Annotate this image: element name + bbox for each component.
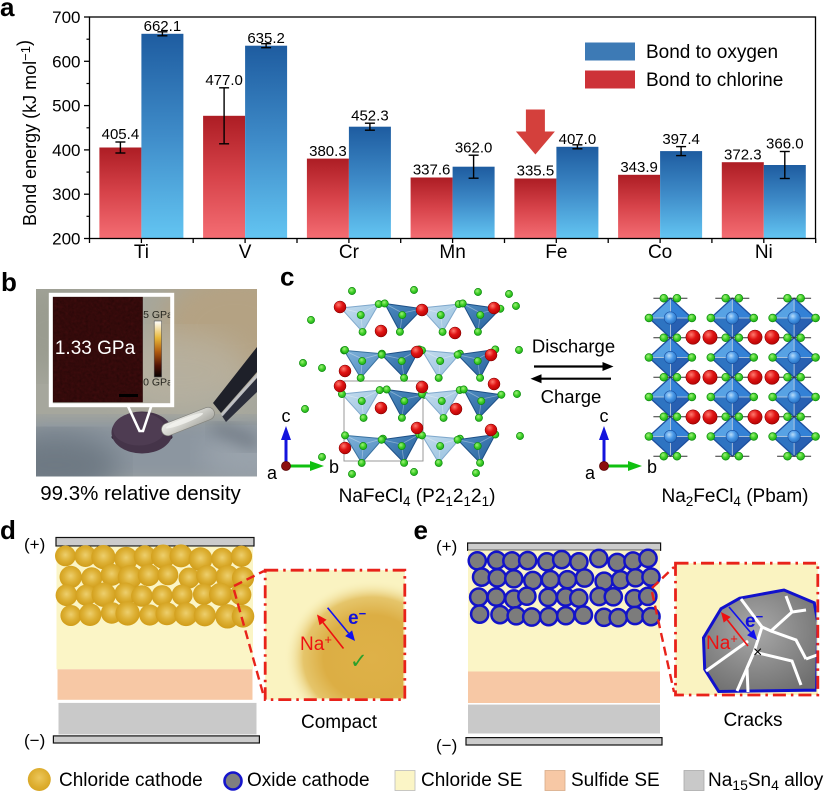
svg-text:662.1: 662.1 (144, 18, 182, 35)
svg-text:452.3: 452.3 (351, 107, 389, 124)
svg-text:5 GPa: 5 GPa (143, 309, 173, 321)
svg-text:Na+: Na+ (300, 632, 332, 655)
svg-text:d: d (0, 515, 16, 545)
svg-text:397.4: 397.4 (662, 131, 700, 148)
svg-text:Cr: Cr (339, 242, 360, 263)
svg-text:Bond energy (kJ mol−1): Bond energy (kJ mol−1) (14, 40, 40, 226)
svg-text:Charge: Charge (541, 386, 602, 407)
svg-text:Cracks: Cracks (723, 710, 782, 731)
svg-text:NaFeCl4 (P212121): NaFeCl4 (P212121) (339, 486, 496, 509)
svg-text:Na+: Na+ (706, 631, 738, 654)
svg-text:335.5: 335.5 (517, 163, 555, 180)
svg-text:99.3% relative density: 99.3% relative density (40, 482, 241, 505)
svg-text:c: c (280, 262, 294, 292)
svg-text:c: c (600, 406, 609, 426)
svg-text:Na15Sn4 alloy: Na15Sn4 alloy (708, 770, 824, 793)
svg-text:Sulfide SE: Sulfide SE (571, 770, 660, 791)
svg-text:337.6: 337.6 (413, 162, 451, 179)
svg-text:Mn: Mn (439, 242, 465, 263)
svg-text:372.3: 372.3 (724, 146, 762, 163)
svg-text:b: b (647, 457, 657, 477)
svg-text:600: 600 (52, 52, 80, 71)
svg-text:400: 400 (52, 141, 80, 160)
svg-text:Chloride SE: Chloride SE (421, 770, 522, 791)
svg-text:b: b (329, 457, 339, 477)
svg-text:Compact: Compact (301, 712, 378, 733)
svg-text:700: 700 (52, 8, 80, 27)
svg-text:(+): (+) (24, 535, 45, 554)
svg-text:362.0: 362.0 (455, 139, 493, 156)
svg-text:×: × (753, 644, 762, 661)
svg-text:a: a (267, 463, 278, 483)
svg-text:Discharge: Discharge (532, 336, 615, 357)
svg-text:Fe: Fe (545, 242, 567, 263)
svg-text:Co: Co (648, 242, 672, 263)
svg-text:V: V (239, 242, 252, 263)
svg-text:300: 300 (52, 185, 80, 204)
svg-text:500: 500 (52, 97, 80, 116)
svg-text:(−): (−) (436, 736, 457, 755)
svg-text:477.0: 477.0 (205, 72, 243, 89)
svg-text:(+): (+) (436, 537, 457, 556)
svg-text:407.0: 407.0 (559, 131, 597, 148)
svg-text:380.3: 380.3 (309, 143, 347, 160)
svg-text:c: c (282, 406, 291, 426)
svg-text:(−): (−) (24, 731, 45, 750)
svg-text:405.4: 405.4 (102, 126, 140, 143)
svg-text:e: e (414, 515, 428, 545)
svg-text:0 GPa: 0 GPa (143, 377, 173, 389)
svg-text:1.33 GPa: 1.33 GPa (55, 338, 136, 359)
svg-text:Oxide cathode: Oxide cathode (247, 770, 370, 791)
svg-text:Ti: Ti (134, 242, 149, 263)
svg-text:✓: ✓ (350, 650, 368, 673)
svg-text:635.2: 635.2 (247, 30, 285, 47)
svg-text:Chloride cathode: Chloride cathode (59, 770, 203, 791)
svg-text:Ni: Ni (755, 242, 773, 263)
svg-text:Bond to chlorine: Bond to chlorine (646, 70, 783, 91)
svg-text:a: a (585, 463, 596, 483)
svg-text:b: b (1, 267, 17, 297)
svg-text:a: a (0, 0, 15, 22)
svg-text:Na2FeCl4 (Pbam): Na2FeCl4 (Pbam) (661, 486, 808, 509)
svg-text:366.0: 366.0 (766, 136, 804, 153)
svg-text:343.9: 343.9 (620, 159, 658, 176)
svg-text:200: 200 (52, 230, 80, 249)
svg-text:Bond to oxygen: Bond to oxygen (646, 42, 778, 63)
